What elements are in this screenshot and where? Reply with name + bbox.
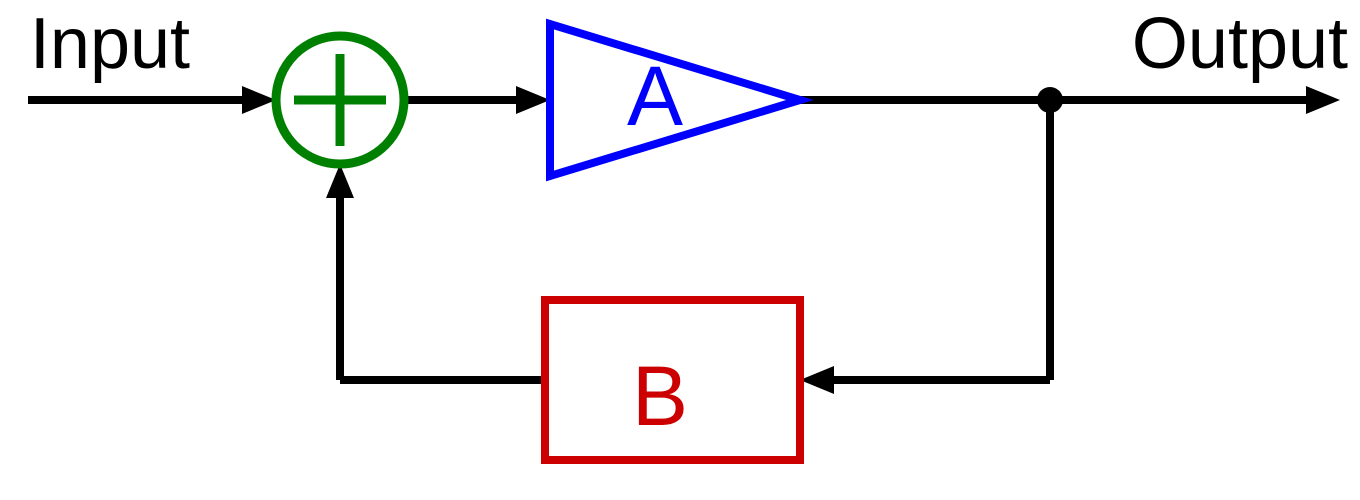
feedback-label: B (632, 349, 688, 443)
branch-node (1037, 87, 1063, 113)
output-label: Output (1132, 4, 1348, 84)
input-label: Input (30, 4, 190, 84)
amplifier-label: A (627, 49, 683, 143)
